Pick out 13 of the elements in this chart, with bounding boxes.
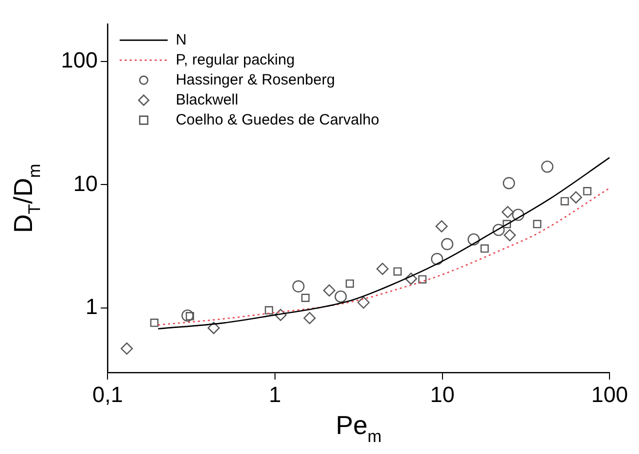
legend-label: N <box>176 31 187 48</box>
y-tick-label: 100 <box>60 47 98 72</box>
y-axis-title: DT/Dm <box>8 164 44 233</box>
x-tick-label: 0,1 <box>92 382 124 407</box>
x-tick-label: 10 <box>430 382 455 407</box>
y-tick-label: 1 <box>85 294 98 320</box>
y-tick-label: 10 <box>73 170 98 196</box>
legend-label: P, regular packing <box>176 51 295 68</box>
x-tick-label: 1 <box>268 382 282 407</box>
legend-label: Blackwell <box>176 91 238 108</box>
legend-label: Hassinger & Rosenberg <box>176 71 335 88</box>
x-tick-label: 100 <box>591 382 628 407</box>
legend-label: Coelho & Guedes de Carvalho <box>176 111 380 128</box>
